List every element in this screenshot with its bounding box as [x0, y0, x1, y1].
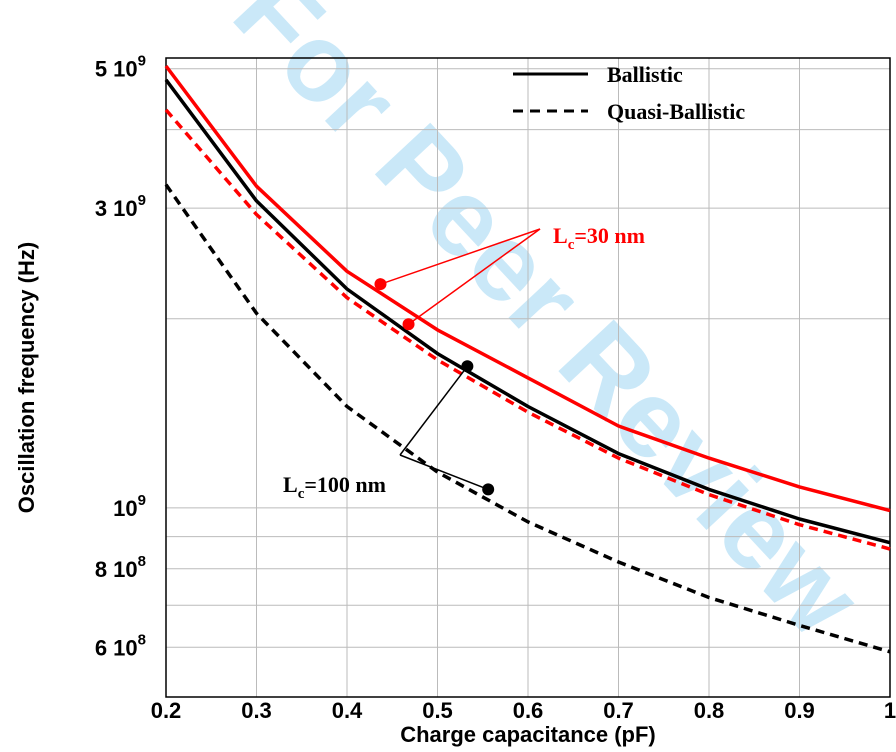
annotation-base: L [553, 223, 568, 248]
series-line-lc-30-nm-quasi-ballistic [164, 108, 891, 551]
y-tick-exponent: 9 [138, 53, 146, 70]
x-tick-label: 0.4 [332, 698, 363, 723]
annotation-rest: =100 nm [304, 472, 386, 497]
series-layer [164, 64, 891, 654]
leader-line-30nm [380, 228, 541, 285]
x-axis-title: Charge capacitance (pF) [400, 722, 656, 747]
x-tick-label: 0.9 [784, 698, 815, 723]
leader-line-100nm [399, 454, 489, 491]
y-tick-mantissa: 6 10 [95, 635, 138, 660]
grid [166, 58, 890, 697]
x-tick-label: 0.7 [603, 698, 634, 723]
legend-label: Quasi-Ballistic [607, 99, 745, 124]
leader-line-30nm [408, 228, 541, 325]
leader-line-100nm [399, 365, 468, 456]
y-axis-title: Oscillation frequency (Hz) [14, 242, 39, 513]
x-tick-label: 0.5 [422, 698, 453, 723]
x-tick-label: 0.2 [151, 698, 182, 723]
x-tick-label: 1 [884, 698, 896, 723]
y-tick-mantissa: 10 [113, 496, 137, 521]
watermark-text: For Peer Review [211, 0, 885, 660]
legend-label: Ballistic [607, 62, 683, 87]
x-tick-label: 0.8 [694, 698, 725, 723]
x-axis-ticks: 0.2 0.3 0.4 0.5 0.6 0.7 0.8 0.9 1 [151, 698, 896, 723]
watermark: For Peer Review [211, 0, 885, 660]
annotation-label: Lc=30 nm [553, 223, 645, 253]
legend: Ballistic Quasi-Ballistic [513, 62, 745, 124]
y-tick-label: 5 109 [95, 53, 146, 82]
annotation-subscript: c [298, 486, 305, 502]
plot-frame [165, 57, 891, 698]
series-line-lc-100-nm-quasi-ballistic [164, 183, 891, 654]
y-tick-exponent: 8 [138, 553, 146, 570]
series-line-lc-100-nm-ballistic [164, 78, 891, 545]
y-tick-mantissa: 3 10 [95, 196, 138, 221]
annotation-subscript: c [568, 237, 575, 253]
y-tick-label: 6 108 [95, 631, 146, 660]
y-tick-mantissa: 5 10 [95, 57, 138, 82]
y-tick-exponent: 9 [138, 492, 146, 509]
y-tick-label: 109 [113, 492, 146, 521]
y-tick-exponent: 8 [138, 631, 146, 648]
y-tick-label: 8 108 [95, 553, 146, 582]
annotation-base: L [283, 472, 298, 497]
annotation-label: Lc=100 nm [283, 472, 386, 502]
x-tick-label: 0.3 [241, 698, 272, 723]
series-line-lc-30-nm-ballistic [164, 64, 891, 513]
y-tick-exponent: 9 [138, 192, 146, 209]
x-tick-label: 0.6 [513, 698, 544, 723]
y-tick-mantissa: 8 10 [95, 557, 138, 582]
y-tick-label: 3 109 [95, 192, 146, 221]
annotation-rest: =30 nm [574, 223, 645, 248]
